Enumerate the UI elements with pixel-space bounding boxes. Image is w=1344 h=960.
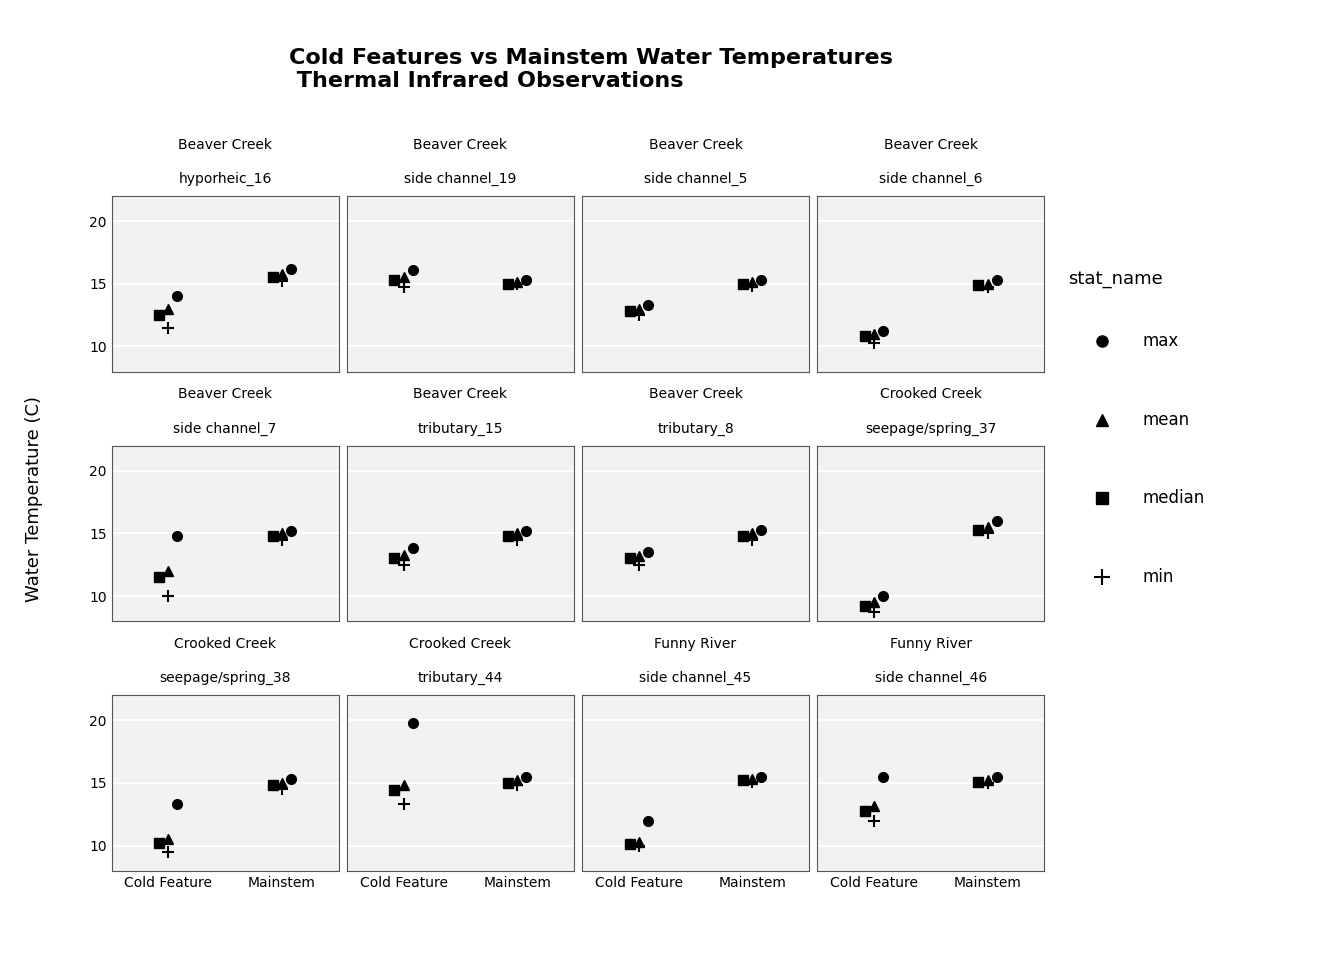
Text: tributary_8: tributary_8 — [657, 421, 734, 436]
Text: side channel_46: side channel_46 — [875, 671, 986, 685]
Text: hyporheic_16: hyporheic_16 — [179, 172, 271, 186]
Text: seepage/spring_38: seepage/spring_38 — [160, 671, 290, 685]
Text: mean: mean — [1142, 411, 1189, 428]
Text: Water Temperature (C): Water Temperature (C) — [24, 396, 43, 602]
Text: Beaver Creek: Beaver Creek — [179, 387, 271, 401]
Text: max: max — [1142, 332, 1179, 349]
Text: Beaver Creek: Beaver Creek — [649, 137, 742, 152]
Text: side channel_5: side channel_5 — [644, 172, 747, 186]
Text: stat_name: stat_name — [1068, 270, 1163, 288]
Text: tributary_15: tributary_15 — [418, 421, 503, 436]
Text: side channel_19: side channel_19 — [405, 172, 516, 186]
Text: side channel_7: side channel_7 — [173, 421, 277, 436]
Text: Cold Features vs Mainstem Water Temperatures
 Thermal Infrared Observations: Cold Features vs Mainstem Water Temperat… — [289, 48, 894, 91]
Text: seepage/spring_37: seepage/spring_37 — [866, 421, 996, 436]
Text: side channel_45: side channel_45 — [640, 671, 751, 685]
Text: Funny River: Funny River — [890, 636, 972, 651]
Text: tributary_44: tributary_44 — [418, 671, 503, 685]
Text: Beaver Creek: Beaver Creek — [179, 137, 271, 152]
Text: side channel_6: side channel_6 — [879, 172, 982, 186]
Text: Beaver Creek: Beaver Creek — [414, 387, 507, 401]
Text: Crooked Creek: Crooked Creek — [880, 387, 981, 401]
Text: Beaver Creek: Beaver Creek — [414, 137, 507, 152]
Text: Funny River: Funny River — [655, 636, 737, 651]
Text: Beaver Creek: Beaver Creek — [649, 387, 742, 401]
Text: min: min — [1142, 568, 1173, 586]
Text: Crooked Creek: Crooked Creek — [410, 636, 511, 651]
Text: Beaver Creek: Beaver Creek — [884, 137, 977, 152]
Text: Crooked Creek: Crooked Creek — [175, 636, 276, 651]
Text: median: median — [1142, 490, 1204, 507]
